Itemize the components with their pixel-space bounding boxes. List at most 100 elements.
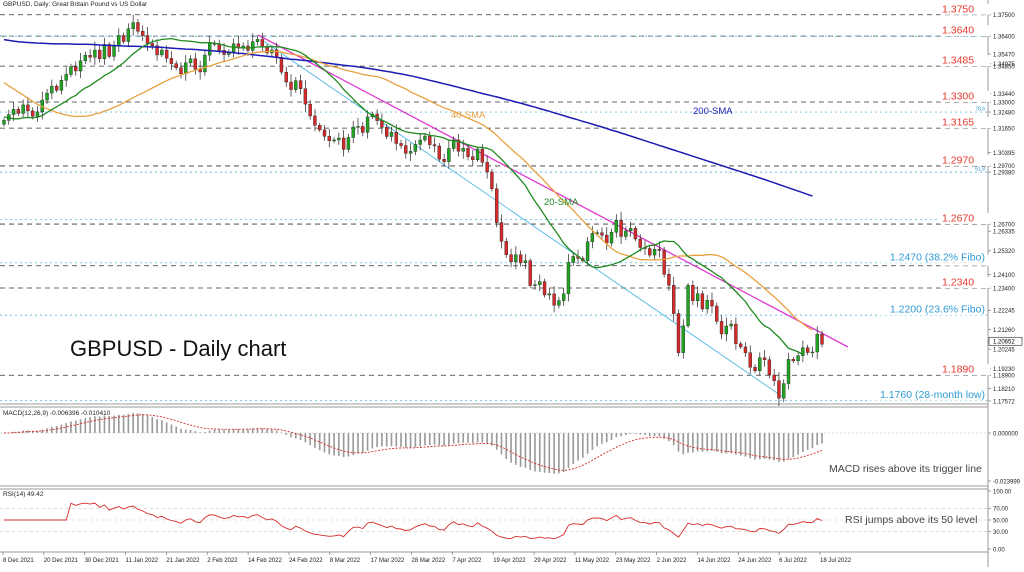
y-tick-label: 1.29380	[993, 170, 1015, 176]
candle-body	[141, 31, 145, 36]
fibo-annotation-bg	[878, 251, 986, 263]
candle	[638, 234, 642, 252]
candle-body	[35, 111, 40, 117]
sma-label: 20-SMA	[544, 197, 579, 208]
candle-body	[442, 158, 446, 162]
candle	[188, 55, 193, 67]
candle-body	[480, 148, 485, 163]
candle	[59, 75, 64, 95]
candle-body	[466, 148, 470, 157]
candle-body	[695, 293, 700, 302]
candle-body	[251, 41, 255, 51]
candle-body	[700, 293, 705, 310]
candle	[97, 45, 102, 63]
candle-body	[59, 80, 64, 91]
candle-body	[121, 35, 126, 42]
candle-body	[471, 156, 475, 160]
fibo-annotation-bg	[867, 389, 986, 401]
candle-body	[796, 355, 800, 362]
candle	[791, 357, 795, 363]
candle-body	[308, 103, 312, 117]
candle-body	[399, 143, 403, 146]
candle	[121, 32, 126, 45]
candle	[451, 136, 456, 152]
candle	[691, 280, 695, 306]
candle-body	[69, 66, 73, 75]
x-tick-label: 24 Jun 2022	[738, 558, 772, 564]
candle-body	[112, 45, 116, 57]
candle-body	[600, 232, 604, 236]
candle-body	[174, 63, 178, 68]
candle-body	[408, 151, 413, 154]
candle	[442, 153, 446, 167]
rsi-line	[4, 502, 823, 540]
x-tick-label: 11 Jan 2022	[126, 558, 159, 564]
candle	[504, 237, 508, 258]
candle-body	[21, 104, 25, 114]
level-label: 1.3750	[942, 3, 974, 15]
y-tick-label: 1.24100	[993, 273, 1015, 279]
candle	[131, 14, 135, 36]
candle-body	[428, 135, 432, 145]
candle	[528, 258, 532, 288]
candle	[681, 319, 685, 359]
candle	[313, 109, 317, 132]
candle	[509, 248, 513, 268]
candle	[495, 183, 499, 228]
x-tick-label: 23 May 2022	[616, 558, 651, 564]
candle-body	[605, 234, 609, 244]
candle	[700, 290, 705, 312]
candle-body	[313, 115, 317, 126]
candle-body	[676, 313, 681, 353]
candle-body	[662, 250, 666, 275]
candle-body	[820, 333, 824, 345]
candle	[767, 356, 772, 379]
candle-body	[337, 137, 341, 141]
candle	[619, 211, 623, 245]
level-label-bg	[940, 154, 990, 166]
current-price-label: 1.20652	[993, 340, 1015, 346]
level-label: 1.2970	[942, 154, 974, 166]
candle-body	[585, 241, 590, 261]
candle	[542, 278, 547, 298]
level-labels: 1.3750 1.3640 1.3485 1.3300 1.3165 1.2970 1.26…	[867, 3, 990, 401]
candle	[83, 51, 88, 64]
candle-body	[45, 92, 49, 101]
candle-body	[767, 359, 772, 376]
candle	[782, 379, 786, 403]
y-tick-label: 1.32480	[993, 110, 1015, 116]
candle	[332, 137, 336, 144]
x-tick-label: 28 Mar 2022	[412, 558, 446, 564]
candle	[758, 352, 762, 376]
macd-annotation: MACD rises above its trigger line	[829, 463, 982, 475]
candle-body	[509, 254, 513, 263]
y-tick-label: 1.26700	[993, 222, 1015, 228]
x-tick-label: 7 Apr 2022	[452, 558, 482, 564]
candle-body	[413, 144, 418, 152]
x-tick-label: 2 Feb 2022	[207, 558, 238, 564]
candle-body	[361, 126, 365, 133]
candle	[155, 39, 159, 61]
level-label: 1.2670	[942, 213, 974, 225]
x-tick-label: 14 Jun 2022	[697, 558, 731, 564]
candle	[471, 149, 475, 166]
chart-title: GBPUSD - Daily chart	[70, 336, 286, 361]
moving-averages: 200-SMA 40-SMA 20-SMA	[3, 37, 813, 356]
candle	[203, 50, 207, 76]
candle	[796, 350, 800, 366]
x-tick-label: 14 Feb 2022	[248, 558, 282, 564]
lower-trendline	[261, 39, 784, 398]
candle-body	[495, 188, 499, 223]
candle	[294, 77, 298, 93]
x-tick-label: 30 Dec 2021	[85, 558, 120, 564]
level-label: 1.3300	[942, 90, 974, 102]
candle-body	[528, 260, 532, 286]
candle	[179, 62, 183, 79]
candle	[786, 352, 791, 390]
candle-body	[490, 171, 494, 190]
candle-body	[648, 248, 652, 256]
candle	[514, 246, 518, 270]
